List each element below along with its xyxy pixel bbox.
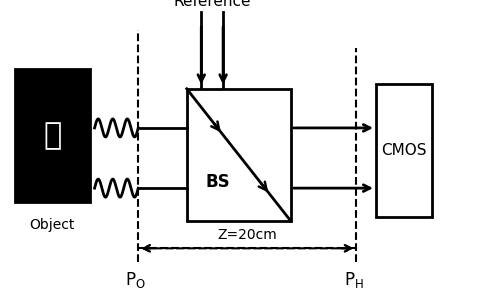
Bar — [186, 89, 290, 221]
Text: Reference: Reference — [173, 0, 250, 9]
Text: $\mathrm{P_O}$: $\mathrm{P_O}$ — [125, 270, 146, 290]
Text: Object: Object — [30, 218, 75, 232]
Bar — [15, 69, 90, 202]
Text: 光: 光 — [43, 121, 61, 150]
Text: CMOS: CMOS — [380, 143, 425, 158]
Text: Z=20cm: Z=20cm — [217, 228, 277, 242]
Bar — [375, 84, 431, 217]
Text: BS: BS — [205, 172, 230, 191]
Text: $\mathrm{P_H}$: $\mathrm{P_H}$ — [344, 270, 363, 290]
